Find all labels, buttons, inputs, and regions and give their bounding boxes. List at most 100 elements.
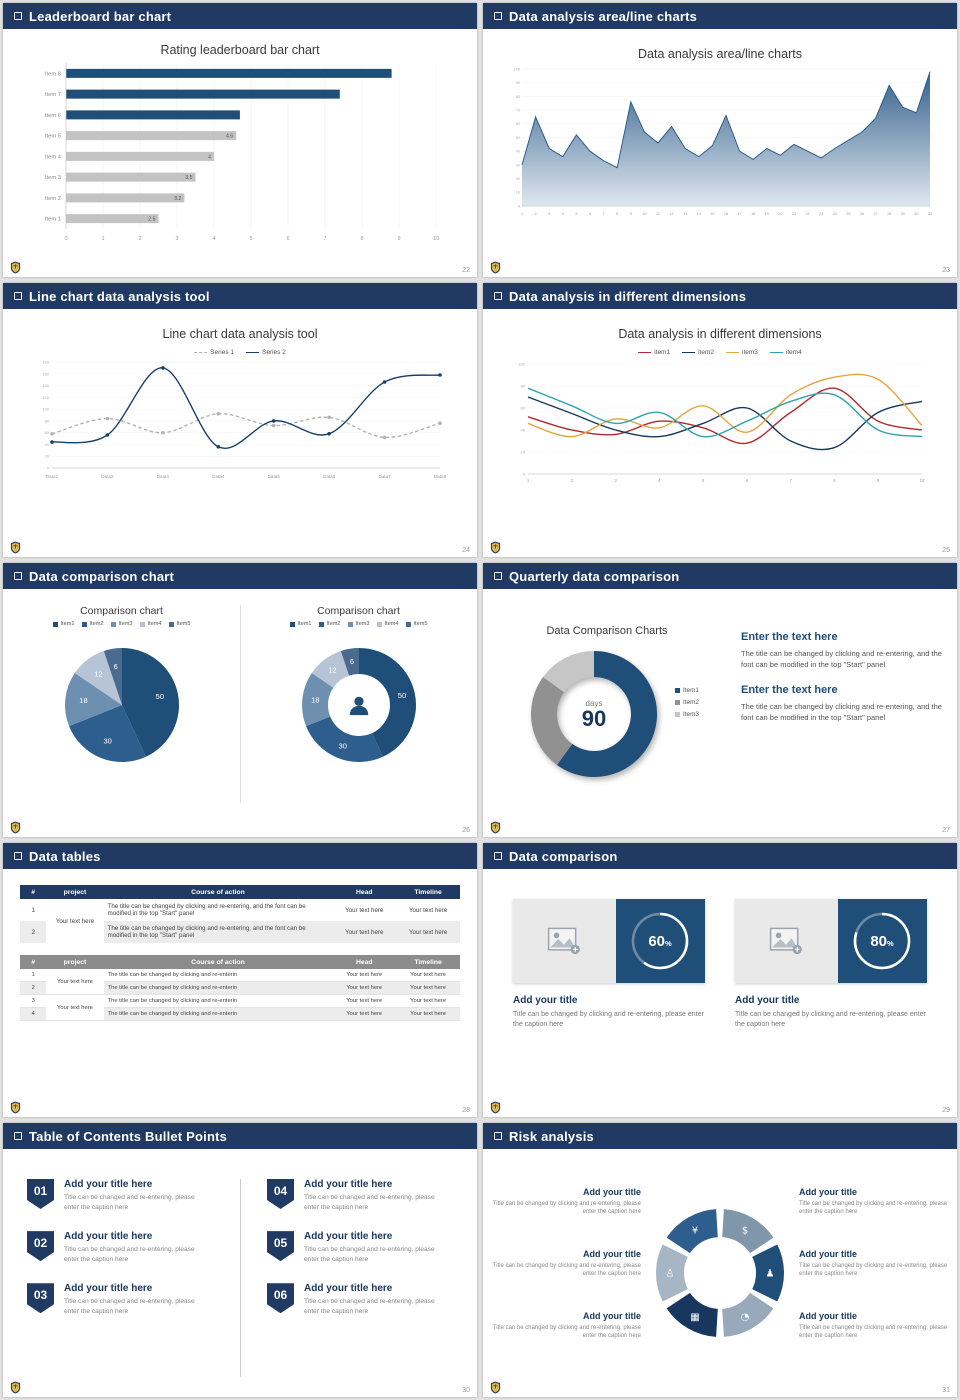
slide-body: 60% Add your title Title can be changed … <box>483 869 957 1117</box>
toc-item: 01 Add your title here Title can be chan… <box>27 1179 240 1212</box>
risk-caption: Title can be changed by clicking and re-… <box>799 1263 948 1278</box>
svg-text:♟: ♟ <box>766 1269 775 1280</box>
table-cell: Your text here <box>396 994 460 1008</box>
svg-text:160: 160 <box>42 371 49 376</box>
toc-item: 03 Add your title here Title can be chan… <box>27 1283 240 1316</box>
svg-text:3: 3 <box>548 212 550 216</box>
table-cell: Your text here <box>396 1007 460 1021</box>
chart-title: Data analysis area/line charts <box>638 47 802 61</box>
chart-legend: Item1 Item2 Item3 <box>675 687 699 718</box>
slide-body: Data Comparison Charts days 90 Item1 Item… <box>483 589 957 837</box>
legend-item: Item3 <box>675 711 699 718</box>
svg-text:80: 80 <box>516 95 520 99</box>
toc-item-title: Add your title here <box>64 1283 153 1295</box>
table-cell: Your text here <box>396 981 460 995</box>
risk-title: Add your title <box>583 1311 641 1321</box>
slide-data-comparison-chart: Data comparison chart Comparison chart I… <box>3 563 477 837</box>
risk-title: Add your title <box>583 1249 641 1259</box>
number-badge: 03 <box>27 1283 54 1314</box>
square-bullet-icon <box>494 1132 502 1140</box>
table-cell: Your text here <box>396 921 460 943</box>
svg-text:22: 22 <box>805 212 809 216</box>
slide-header: Data comparison <box>483 843 957 869</box>
table-row: 2 The title can be changed by clicking a… <box>20 921 460 943</box>
risk-block: Add your title Title can be changed by c… <box>491 1187 641 1217</box>
legend-item: Item2 <box>318 621 341 627</box>
chart-legend: item1 item2 item3 item4 <box>483 349 957 356</box>
svg-text:60: 60 <box>45 430 50 435</box>
svg-text:11: 11 <box>656 212 660 216</box>
svg-text:$: $ <box>742 1225 748 1236</box>
slide-header: Table of Contents Bullet Points <box>3 1123 477 1149</box>
svg-text:18: 18 <box>79 696 87 705</box>
svg-text:10: 10 <box>516 191 520 195</box>
progress-ring-80: 80% <box>854 912 911 970</box>
table-cell: The title can be changed by clicking and… <box>103 969 333 982</box>
svg-text:♙: ♙ <box>666 1269 675 1280</box>
svg-text:7: 7 <box>789 478 792 483</box>
page-number: 29 <box>942 1107 950 1114</box>
slide-header: Data analysis area/line charts <box>483 3 957 29</box>
svg-text:27: 27 <box>873 212 877 216</box>
table-cell: Your text here <box>332 969 397 982</box>
legend-item: Item4 <box>376 621 399 627</box>
card-title: Add your title <box>735 995 800 1006</box>
slide-header: Quarterly data comparison <box>483 563 957 589</box>
svg-text:30: 30 <box>338 741 346 750</box>
svg-text:Item 3: Item 3 <box>45 175 61 181</box>
crest-logo <box>10 1101 21 1114</box>
svg-text:10: 10 <box>642 212 646 216</box>
svg-text:10: 10 <box>433 236 439 242</box>
svg-text:50: 50 <box>397 691 405 700</box>
toc-item-title: Add your title here <box>64 1231 153 1243</box>
slide-body: $ ♟ ◔ ▦ ♙ ¥ Add your title Title can be chang… <box>483 1149 957 1397</box>
crest-logo <box>490 541 501 554</box>
risk-caption: Title can be changed by clicking and re-… <box>492 1201 641 1216</box>
crest-logo <box>490 821 501 834</box>
legend-item: item1 <box>638 349 670 356</box>
svg-text:Data2: Data2 <box>101 474 114 479</box>
slide-header-title: Quarterly data comparison <box>509 568 680 584</box>
card-title: Add your title <box>513 995 578 1006</box>
donut-center-label: days 90 <box>529 649 659 779</box>
slide-body: Rating leaderboard bar chart 0 1 2 3 4 5 6 7 8 9 1… <box>3 29 477 277</box>
square-bullet-icon <box>14 1132 22 1140</box>
svg-text:2: 2 <box>571 478 574 483</box>
table-header-cell: Course of action <box>103 955 333 969</box>
table-cell: Your text here <box>46 899 104 943</box>
slide-header-title: Risk analysis <box>509 1128 594 1144</box>
svg-text:Item 5: Item 5 <box>45 134 61 140</box>
number-badge: 01 <box>27 1179 54 1209</box>
svg-text:40: 40 <box>516 150 520 154</box>
slide-body: Comparison chart Item1 Item2 Item3 Item4 Ite… <box>3 589 477 837</box>
svg-text:0: 0 <box>64 236 67 242</box>
slide-header: Data tables <box>3 843 477 869</box>
svg-text:120: 120 <box>42 395 49 400</box>
crest-logo <box>10 821 21 834</box>
number-badge: 05 <box>267 1231 294 1262</box>
toc-item-caption: Title can be changed and re-entering, pl… <box>304 1194 435 1211</box>
chart-title: Rating leaderboard bar chart <box>160 43 320 57</box>
square-bullet-icon <box>14 852 22 860</box>
svg-text:Data3: Data3 <box>157 474 170 479</box>
slide-risk-analysis: Risk analysis $ ♟ ◔ ▦ ♙ ¥ Add your title Titl… <box>483 1123 957 1397</box>
text-column: Enter the text here The title can be cha… <box>741 631 943 736</box>
square-bullet-icon <box>494 572 502 580</box>
svg-text:100: 100 <box>518 362 525 367</box>
svg-text:4: 4 <box>562 212 564 216</box>
risk-block: Add your title Title can be changed by c… <box>491 1249 641 1279</box>
pie-chart: 50 30 18 12 6 <box>64 648 179 762</box>
table-cell: Your text here <box>332 921 397 943</box>
svg-text:9: 9 <box>630 212 632 216</box>
svg-text:30: 30 <box>103 736 111 745</box>
risk-title: Add your title <box>799 1311 857 1321</box>
svg-text:60%: 60% <box>649 933 673 950</box>
legend-item: Item5 <box>405 621 428 627</box>
slide-header-title: Data analysis in different dimensions <box>509 288 747 304</box>
text-block: Enter the text here The title can be cha… <box>741 684 943 724</box>
svg-text:30: 30 <box>516 163 520 167</box>
table-cell: Your text here <box>46 994 104 1021</box>
table-header-cell: project <box>46 885 104 899</box>
svg-text:0: 0 <box>523 472 526 477</box>
svg-text:8: 8 <box>833 478 836 483</box>
